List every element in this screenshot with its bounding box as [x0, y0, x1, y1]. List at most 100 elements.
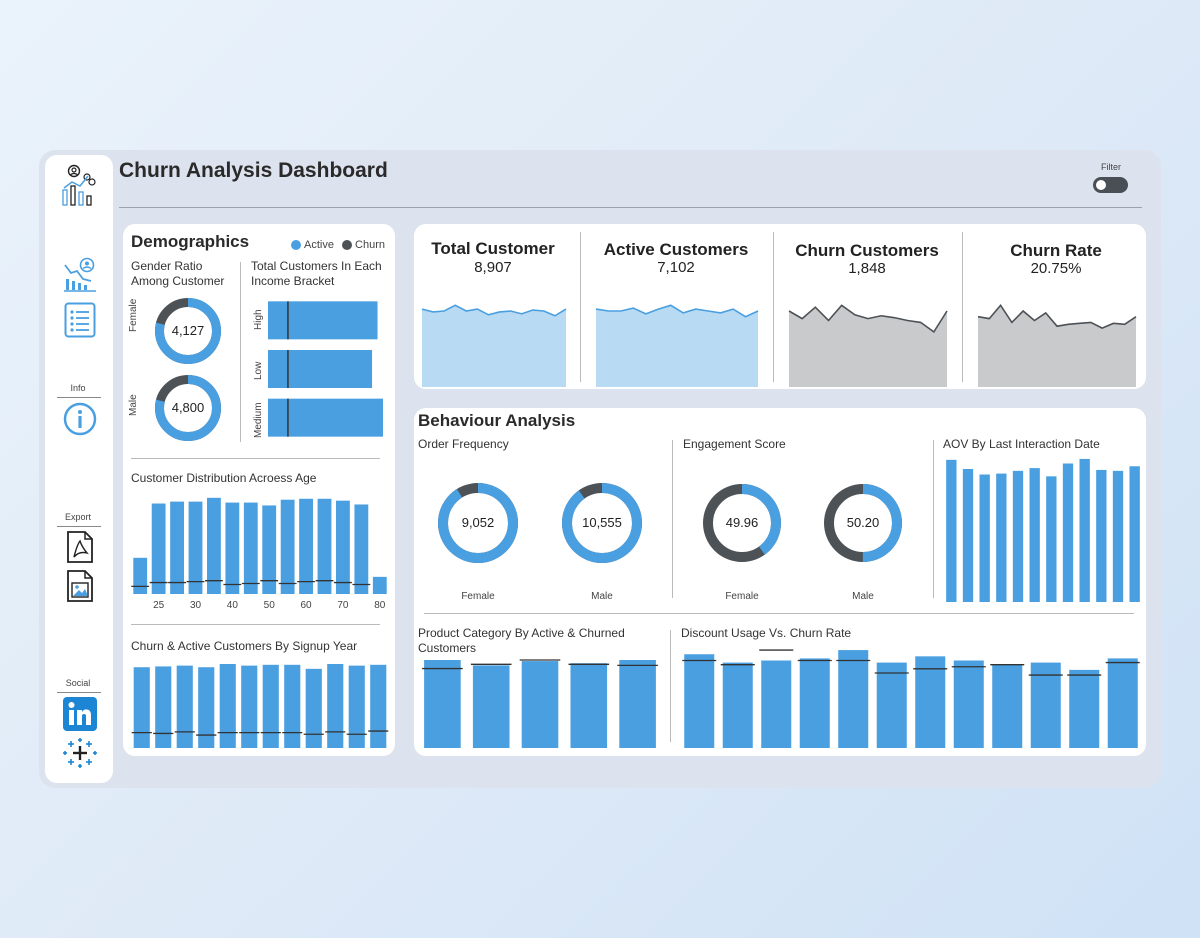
aov-bar [946, 459, 957, 602]
product_category-bar [424, 660, 461, 748]
income-cat-medium: Medium [253, 402, 264, 438]
export-section-label: Export [64, 512, 91, 522]
income-cat-low: Low [253, 361, 264, 380]
image-export-icon[interactable] [67, 570, 93, 602]
product_category-bar [619, 660, 656, 748]
product-category-bar-chart [422, 659, 658, 748]
page-title: Churn Analysis Dashboard [119, 159, 388, 182]
aov-bar [1062, 463, 1074, 602]
info-divider [57, 397, 101, 398]
social-section-label: Social [65, 678, 91, 688]
active_customers-area [596, 305, 758, 387]
engage-female-active-arc [703, 484, 781, 562]
pdf-export-icon[interactable] [67, 531, 93, 563]
signup-bar [198, 667, 215, 748]
active_customers-line [595, 304, 759, 318]
behaviour-title: Behaviour Analysis [418, 411, 576, 430]
engagement-title: Engagement Score [683, 437, 786, 451]
discount-bar [953, 660, 984, 748]
discount-bar [722, 662, 753, 748]
aov-bar [1046, 476, 1057, 602]
sidebar [45, 155, 113, 783]
aov-bar [962, 469, 974, 602]
signup-bar [348, 665, 365, 748]
age-bar [336, 500, 350, 594]
tableau-icon[interactable] [63, 737, 97, 769]
aov-bar [979, 474, 990, 602]
signup-bar [241, 665, 258, 748]
female-gender-active-arc [155, 298, 221, 364]
kpi-total-value: 8,907 [474, 259, 512, 276]
order-male-value: 10,555 [582, 515, 622, 530]
age-tick-label: 40 [227, 600, 239, 611]
aov-bar [1096, 469, 1107, 602]
signup-bar [284, 664, 301, 748]
info-icon[interactable] [63, 402, 97, 436]
age-bar [372, 576, 387, 594]
report-list-icon[interactable] [64, 302, 96, 338]
age-tick-label: 70 [337, 600, 349, 611]
kpi-active-value: 7,102 [657, 259, 695, 276]
export-divider [57, 526, 101, 527]
churn_customers-area [789, 305, 947, 387]
age-bar [354, 504, 369, 594]
gender-ratio-title-1: Gender Ratio [131, 259, 203, 273]
demographics-divider-2 [131, 624, 380, 625]
order-female-donut [438, 483, 518, 563]
age-bar [151, 503, 166, 594]
aov-bar [1129, 466, 1140, 602]
order-female-label: Female [461, 591, 495, 602]
product_category-bar [521, 661, 559, 748]
age-bar [133, 557, 148, 594]
total-customer-sparkline [421, 304, 567, 387]
male-gender-active-arc [155, 375, 221, 441]
title-divider [119, 207, 1142, 208]
legend-churn-dot [342, 240, 353, 251]
income-bar [268, 398, 383, 437]
churn_customers-line [788, 304, 948, 334]
order-male-donut [562, 483, 642, 563]
aov-bar-chart [946, 458, 1140, 602]
behaviour-divider-1 [672, 440, 673, 598]
total_customer-area [422, 305, 566, 387]
demographics-legend: Active Churn [291, 239, 385, 251]
filter-toggle[interactable] [1093, 177, 1128, 193]
income-bar [268, 301, 378, 340]
aov-bar [1112, 470, 1124, 602]
age-bar [188, 501, 203, 594]
churn-rate-sparkline [977, 303, 1137, 387]
churn_rate-area [978, 305, 1136, 387]
kpi-churn-value: 1,848 [848, 260, 886, 277]
male-donut [155, 375, 221, 441]
linkedin-icon[interactable] [63, 697, 97, 731]
order-frequency-title: Order Frequency [418, 437, 509, 451]
signup-bar [155, 666, 172, 748]
analytics-icon[interactable] [63, 257, 97, 293]
gender-ratio-title-2: Among Customer [131, 274, 225, 288]
engage-female-donut [703, 484, 781, 562]
engage-male-label: Male [852, 591, 874, 602]
age-bar [170, 501, 184, 594]
demographics-title: Demographics [131, 232, 250, 251]
age-bar [299, 498, 313, 594]
signup-bar [370, 664, 387, 748]
kpi-divider-2 [773, 232, 774, 382]
product_category-bar [472, 665, 510, 748]
signup-bar-chart [131, 664, 389, 748]
behaviour-divider-h [424, 613, 1134, 614]
behaviour-divider-2 [933, 440, 934, 598]
demographics-divider-v [240, 262, 241, 442]
age-bar [207, 497, 221, 594]
churn-customers-sparkline [788, 304, 948, 387]
signup-bar [219, 664, 236, 748]
income-bar [268, 350, 373, 388]
discount-bar [684, 654, 715, 748]
info-section-label: Info [70, 383, 86, 393]
age-tick-label: 60 [301, 600, 313, 611]
legend-active-dot [291, 240, 301, 251]
age-bar [243, 502, 258, 594]
churn_rate-line [977, 303, 1137, 329]
signup-bar [133, 667, 150, 748]
age-bar [262, 505, 277, 594]
engage-female-label: Female [725, 591, 759, 602]
